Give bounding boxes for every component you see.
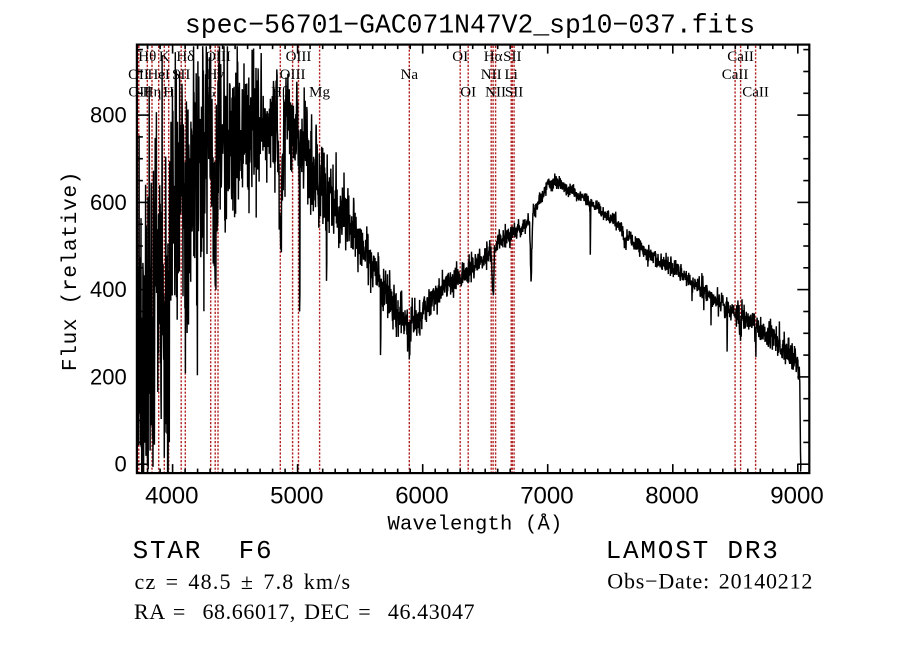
- svg-text:STAR: STAR: [133, 536, 203, 566]
- svg-text:600: 600: [90, 190, 127, 215]
- svg-text:F6: F6: [239, 536, 274, 566]
- svg-text:OI: OI: [452, 49, 468, 65]
- svg-text:200: 200: [90, 364, 127, 389]
- svg-text:CaII: CaII: [727, 49, 754, 65]
- svg-text:4000: 4000: [145, 483, 198, 510]
- svg-text:spec−56701−GAC071N47V2_sp10−03: spec−56701−GAC071N47V2_sp10−037.fits: [185, 10, 755, 40]
- svg-text:K: K: [159, 49, 170, 65]
- svg-text:LAMOST DR3: LAMOST DR3: [606, 536, 780, 566]
- svg-text:NII: NII: [485, 85, 506, 101]
- svg-text:OII: OII: [128, 67, 149, 83]
- svg-text:HeI: HeI: [147, 67, 170, 83]
- svg-text:Hη: Hη: [143, 85, 162, 101]
- svg-text:cz = 48.5 ± 7.8 km/s: cz = 48.5 ± 7.8 km/s: [135, 569, 352, 594]
- svg-text:Mg: Mg: [309, 85, 330, 101]
- svg-text:Hδ: Hδ: [176, 49, 194, 65]
- svg-text:CaII: CaII: [722, 67, 749, 83]
- svg-text:Na: Na: [401, 67, 419, 83]
- svg-text:6000: 6000: [395, 483, 448, 510]
- svg-text:8000: 8000: [645, 483, 698, 510]
- svg-text:OIII: OIII: [286, 49, 312, 65]
- svg-text:CaII: CaII: [742, 85, 769, 101]
- svg-text:400: 400: [90, 277, 127, 302]
- svg-text:SII: SII: [503, 49, 521, 65]
- svg-text:Li: Li: [505, 67, 518, 83]
- svg-text:H: H: [163, 85, 174, 101]
- svg-text:7000: 7000: [520, 483, 573, 510]
- svg-text:RA = 68.66017, DEC = 46.4304: RA = 68.66017, DEC = 46.43047: [134, 599, 475, 624]
- svg-text:Hα: Hα: [484, 49, 503, 65]
- svg-text:OI: OI: [460, 85, 476, 101]
- svg-text:Flux (relative): Flux (relative): [60, 171, 83, 371]
- svg-text:Obs−Date: 20140212: Obs−Date: 20140212: [607, 569, 813, 594]
- svg-text:Wavelength (Å): Wavelength (Å): [387, 514, 562, 537]
- svg-text:9000: 9000: [770, 483, 823, 510]
- svg-text:NII: NII: [481, 67, 502, 83]
- svg-text:SII: SII: [505, 85, 523, 101]
- svg-text:800: 800: [90, 103, 127, 128]
- svg-text:0: 0: [114, 452, 126, 477]
- svg-text:5000: 5000: [270, 483, 323, 510]
- svg-text:Hθ: Hθ: [138, 49, 156, 65]
- svg-text:OIII: OIII: [280, 67, 306, 83]
